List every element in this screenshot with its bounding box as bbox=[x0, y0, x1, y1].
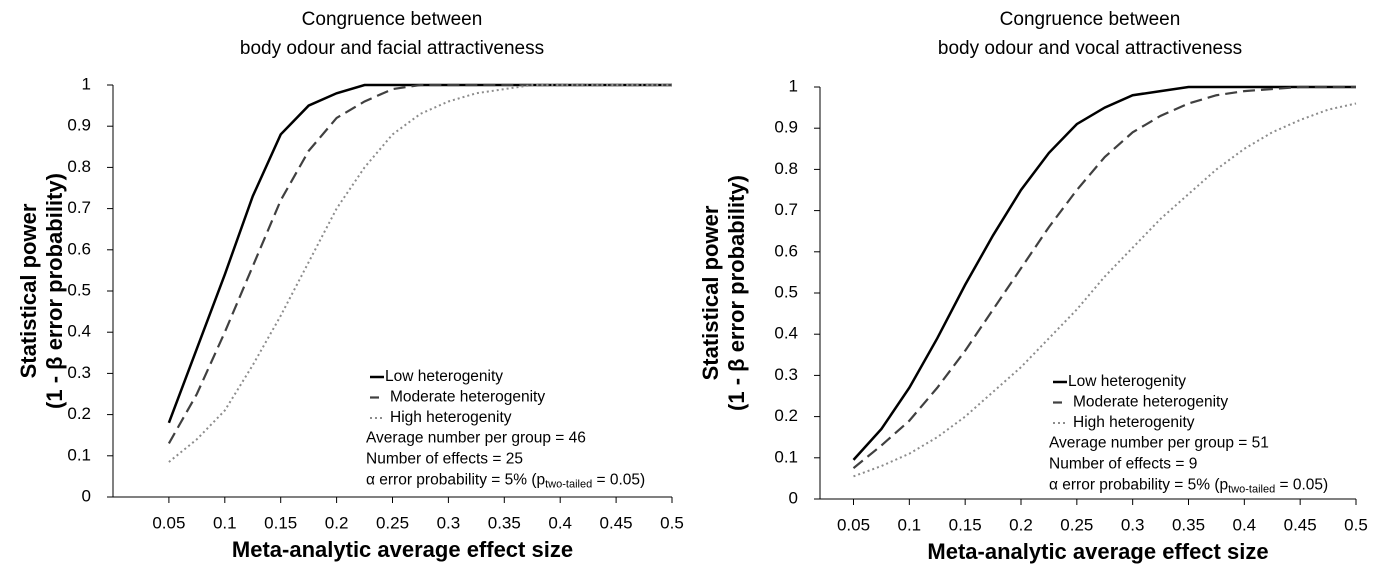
x-tick-label: 0.3 bbox=[1121, 515, 1145, 534]
y-tick-label: 0.7 bbox=[67, 198, 91, 217]
series-line bbox=[852, 85, 1356, 461]
y-tick-label: 0.4 bbox=[67, 322, 91, 341]
alpha-note: α error probability = 5% (ptwo-tailed = … bbox=[1049, 477, 1328, 496]
legend-label: Moderate heterogenity bbox=[1073, 394, 1228, 411]
series-line bbox=[853, 102, 1357, 478]
y-tick-label: 0 bbox=[82, 486, 91, 505]
y-tick-label: 0.1 bbox=[774, 447, 798, 466]
y-axis-label: (1 - β error probability) bbox=[42, 173, 67, 409]
legend-label: Low heterogenity bbox=[385, 368, 503, 385]
x-tick-label: 0.2 bbox=[1009, 515, 1033, 534]
x-tick-label: 0.25 bbox=[1060, 515, 1093, 534]
x-tick-label: 0.1 bbox=[213, 513, 237, 532]
annotation: Number of effects = 9 bbox=[1049, 456, 1197, 473]
annotation: Number of effects = 25 bbox=[366, 451, 523, 468]
y-tick-label: 0.4 bbox=[774, 324, 798, 343]
y-tick-label: 0 bbox=[789, 488, 798, 507]
y-tick-label: 0.9 bbox=[774, 118, 798, 137]
legend-label: Low heterogenity bbox=[1068, 373, 1186, 390]
alpha-note-subscript: two-tailed bbox=[545, 478, 592, 490]
chart-title: body odour and facial attractiveness bbox=[240, 38, 544, 59]
x-axis-label: Meta-analytic average effect size bbox=[232, 537, 573, 562]
series-line bbox=[167, 83, 672, 444]
alpha-note: α error probability = 5% (ptwo-tailed = … bbox=[366, 472, 645, 491]
series-line bbox=[852, 85, 1356, 469]
annotation: Average number per group = 51 bbox=[1049, 435, 1269, 452]
x-tick-label: 0.45 bbox=[600, 513, 633, 532]
x-tick-label: 0.15 bbox=[264, 513, 297, 532]
y-axis-label: (1 - β error probability) bbox=[724, 175, 749, 411]
y-axis-label: Statistical power bbox=[16, 203, 41, 378]
y-tick-label: 0.8 bbox=[774, 159, 798, 178]
x-tick-label: 0.2 bbox=[325, 513, 349, 532]
y-tick-label: 0.2 bbox=[774, 406, 798, 425]
x-tick-label: 0.3 bbox=[437, 513, 461, 532]
chart-title: Congruence between bbox=[1000, 9, 1181, 30]
alpha-note-text: = 0.05) bbox=[1275, 477, 1328, 494]
x-tick-label: 0.4 bbox=[1233, 515, 1257, 534]
x-tick-label: 0.1 bbox=[898, 515, 922, 534]
alpha-note-subscript: two-tailed bbox=[1228, 483, 1275, 495]
x-tick-label: 0.05 bbox=[152, 513, 185, 532]
annotation: Average number per group = 46 bbox=[366, 430, 586, 447]
x-tick-label: 0.05 bbox=[837, 515, 870, 534]
x-tick-label: 0.35 bbox=[488, 513, 521, 532]
y-tick-label: 0.5 bbox=[67, 280, 91, 299]
y-tick-label: 0.6 bbox=[774, 241, 798, 260]
x-tick-label: 0.5 bbox=[1344, 515, 1368, 534]
y-tick-label: 0.5 bbox=[774, 282, 798, 301]
y-tick-label: 1 bbox=[82, 74, 91, 93]
y-tick-label: 0.9 bbox=[67, 116, 91, 135]
x-tick-label: 0.45 bbox=[1284, 515, 1317, 534]
y-tick-label: 0.2 bbox=[67, 404, 91, 423]
y-tick-label: 0.3 bbox=[67, 363, 91, 382]
x-axis-label: Meta-analytic average effect size bbox=[927, 539, 1268, 564]
legend-label: High heterogenity bbox=[390, 409, 512, 426]
y-axis-label: Statistical power bbox=[698, 205, 723, 380]
alpha-note-text: α error probability = 5% (p bbox=[1049, 477, 1228, 494]
series-line bbox=[168, 84, 672, 463]
x-tick-label: 0.15 bbox=[949, 515, 982, 534]
legend-label: High heterogenity bbox=[1073, 414, 1195, 431]
y-tick-label: 0.8 bbox=[67, 157, 91, 176]
y-tick-label: 0.6 bbox=[67, 239, 91, 258]
y-tick-label: 0.3 bbox=[774, 365, 798, 384]
x-tick-label: 0.35 bbox=[1172, 515, 1205, 534]
y-tick-label: 1 bbox=[789, 76, 798, 95]
y-tick-label: 0.7 bbox=[774, 200, 798, 219]
chart-title: body odour and vocal attractiveness bbox=[938, 38, 1242, 59]
alpha-note-text: α error probability = 5% (p bbox=[366, 472, 545, 489]
legend-label: Moderate heterogenity bbox=[390, 389, 545, 406]
x-tick-label: 0.5 bbox=[660, 513, 684, 532]
alpha-note-text: = 0.05) bbox=[592, 472, 645, 489]
x-tick-label: 0.25 bbox=[376, 513, 409, 532]
chart-title: Congruence between bbox=[302, 9, 483, 30]
y-tick-label: 0.1 bbox=[67, 445, 91, 464]
x-tick-label: 0.4 bbox=[548, 513, 572, 532]
